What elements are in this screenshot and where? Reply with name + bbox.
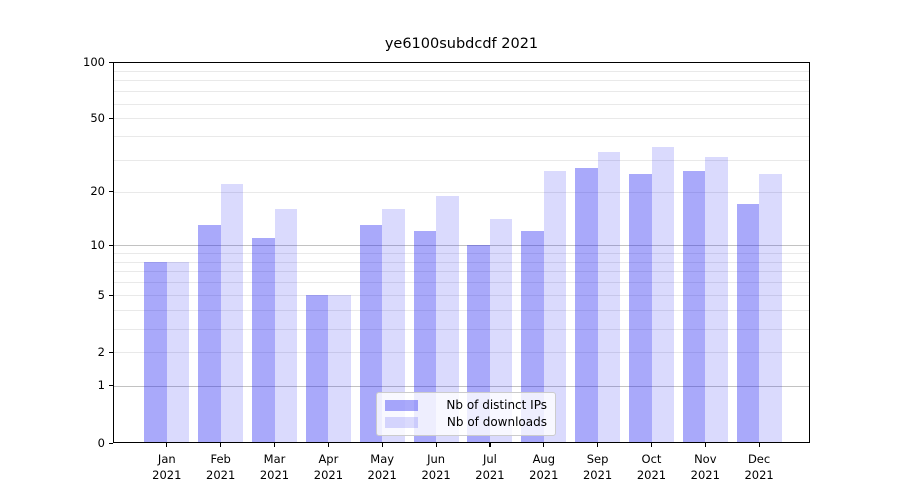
x-tick-label: Mar 2021 — [259, 452, 290, 482]
legend-label-downloads: Nb of downloads — [446, 415, 547, 429]
y-tick-label: 0 — [97, 435, 105, 450]
x-tick-mark — [543, 443, 545, 447]
bar-distinct-ips — [629, 174, 652, 443]
legend: Nb of distinct IPs Nb of downloads — [376, 392, 556, 436]
axis-spine-bottom — [113, 442, 810, 444]
legend-item-distinct-ips: Nb of distinct IPs — [385, 398, 547, 413]
y-tick-mark — [109, 61, 113, 63]
y-tick-label: 10 — [90, 237, 105, 252]
y-gridline-minor — [113, 103, 810, 105]
y-gridline-minor — [113, 70, 810, 72]
y-gridline-minor — [113, 282, 810, 284]
y-tick-label: 2 — [97, 344, 105, 359]
y-tick-label: 1 — [97, 378, 105, 393]
bar-distinct-ips — [305, 295, 329, 443]
y-gridline-minor — [113, 271, 810, 273]
x-tick-label: Jun 2021 — [421, 452, 451, 482]
plot-area: 0 1 2 5 10 20 50 100 Jan 2021 Feb 2021 Mar 2021 Apr… — [83, 55, 811, 482]
x-tick-mark — [166, 443, 168, 447]
y-gridline-minor — [113, 252, 810, 254]
x-tick-label: May 2021 — [367, 452, 397, 482]
x-tick-mark — [274, 443, 276, 447]
x-tick-mark — [435, 443, 437, 447]
y-tick-label: 5 — [97, 287, 105, 302]
bar-distinct-ips — [413, 231, 437, 443]
legend-item-downloads: Nb of downloads — [385, 415, 547, 430]
bar-downloads — [166, 261, 190, 443]
bar-distinct-ips — [736, 204, 760, 443]
y-gridline-minor — [113, 295, 810, 297]
legend-swatch-downloads — [385, 417, 418, 428]
y-gridline-minor — [113, 159, 810, 161]
x-tick-label: Aug 2021 — [529, 452, 559, 482]
bar-downloads — [543, 170, 567, 443]
bar-distinct-ips — [359, 225, 383, 443]
x-tick-label: Sep 2021 — [582, 452, 613, 482]
x-tick-mark — [327, 443, 330, 447]
bar-distinct-ips — [144, 261, 167, 443]
bar-distinct-ips — [252, 237, 275, 443]
bar-distinct-ips — [682, 170, 706, 443]
bar-downloads — [651, 147, 674, 443]
bar-distinct-ips — [575, 167, 598, 443]
x-tick-label: Dec 2021 — [744, 452, 774, 482]
y-gridline-minor — [113, 328, 810, 330]
bar-distinct-ips — [521, 231, 544, 443]
y-tick-label: 100 — [83, 54, 105, 69]
x-tick-label: Feb 2021 — [206, 452, 236, 482]
y-tick-mark — [109, 385, 113, 387]
bar-downloads — [220, 184, 244, 443]
x-tick-label: Nov 2021 — [690, 452, 720, 482]
bar-downloads — [705, 156, 728, 443]
x-tick-mark — [220, 443, 222, 447]
x-tick-label: Oct 2021 — [636, 452, 667, 482]
x-tick-label: Apr 2021 — [313, 452, 344, 482]
axis-spine-right — [809, 62, 811, 443]
y-tick-mark — [109, 117, 113, 120]
legend-label-distinct-ips: Nb of distinct IPs — [446, 398, 547, 412]
axis-spine-left — [113, 62, 115, 443]
y-gridline-major — [113, 245, 810, 246]
y-tick-label: 20 — [90, 184, 105, 199]
x-tick-mark — [381, 443, 383, 447]
bar-downloads — [759, 174, 782, 443]
y-gridline-minor — [113, 352, 810, 354]
x-tick-mark — [704, 443, 706, 447]
bar-downloads — [597, 151, 621, 443]
y-tick-mark — [109, 351, 113, 353]
y-gridline-minor — [113, 261, 810, 263]
y-tick-mark — [109, 191, 113, 193]
x-tick-label: Jul 2021 — [475, 452, 505, 482]
bar-downloads — [382, 209, 405, 443]
bar-downloads — [274, 209, 297, 443]
y-gridline-minor — [113, 136, 810, 138]
y-tick-label: 50 — [90, 110, 105, 125]
x-tick-mark — [597, 443, 599, 447]
y-gridline-minor — [113, 91, 810, 93]
bar-downloads — [436, 195, 459, 443]
y-tick-mark — [109, 442, 113, 444]
y-tick-mark — [109, 294, 113, 296]
y-gridline-minor — [113, 191, 810, 193]
x-tick-mark — [651, 443, 653, 447]
bar-distinct-ips — [198, 225, 221, 443]
y-gridline-minor — [113, 80, 810, 82]
x-tick-mark — [489, 443, 491, 447]
y-gridline-major — [113, 385, 810, 387]
axis-spine-top — [113, 62, 810, 64]
legend-swatch-distinct-ips — [385, 400, 418, 411]
bar-downloads — [328, 295, 351, 443]
x-tick-label: Jan 2021 — [152, 452, 182, 482]
x-tick-mark — [758, 443, 760, 447]
bar-downloads — [489, 219, 513, 443]
y-gridline-minor — [113, 310, 810, 312]
y-gridline-minor — [113, 118, 810, 120]
y-tick-mark — [109, 244, 113, 246]
chart-title: ye6100subdcdf 2021 — [384, 36, 539, 52]
